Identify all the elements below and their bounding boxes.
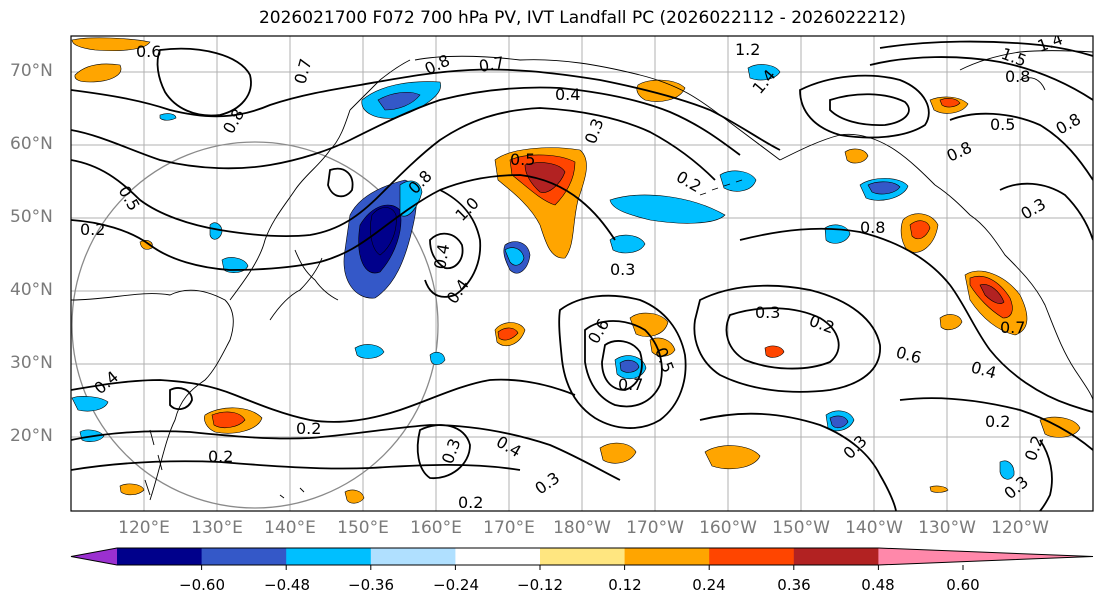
- contour-label: 0.7: [618, 375, 643, 394]
- lon-label: 180°W: [553, 518, 611, 538]
- colorbar-tick-label: 0.36: [777, 576, 811, 594]
- contour-label: 0.3: [755, 303, 780, 322]
- contour-label: 0.2: [80, 220, 105, 239]
- contour-label: 0.7: [1000, 318, 1025, 337]
- lon-label: 130°E: [191, 518, 243, 538]
- contour-label: 0.4: [555, 85, 580, 104]
- colorbar-tick-label: −0.12: [517, 576, 563, 594]
- contour-label: 0.6: [136, 42, 161, 61]
- colorbar-segment: [709, 548, 795, 565]
- colorbar: [70, 547, 1094, 570]
- colorbar-tick-label: 0.12: [608, 576, 642, 594]
- colorbar-segment: [201, 548, 287, 565]
- contour-label: 0.4: [430, 242, 453, 270]
- colorbar-outline: [70, 547, 1094, 566]
- colorbar-tick-label: 0.48: [861, 576, 895, 594]
- lat-label: 40°N: [10, 280, 53, 300]
- contour-label: 0.2: [208, 447, 233, 466]
- map-border: [70, 35, 1094, 512]
- colorbar-segment: [540, 548, 626, 565]
- map-title: 2026021700 F072 700 hPa PV, IVT Landfall…: [258, 8, 906, 28]
- colorbar-segment: [286, 548, 372, 565]
- colorbar-segment: [455, 548, 541, 565]
- lon-label: 140°E: [264, 518, 316, 538]
- colorbar-tick-label: −0.36: [348, 576, 394, 594]
- colorbar-tick-label: −0.60: [179, 576, 225, 594]
- contour-label: 0.7: [477, 53, 505, 76]
- lat-label: 60°N: [10, 134, 53, 154]
- contour-label: 1.2: [735, 40, 760, 59]
- lat-label: 20°N: [10, 426, 53, 446]
- colorbar-extend-low: [71, 548, 117, 565]
- lon-label: 160°E: [410, 518, 462, 538]
- colorbar-tick-label: −0.48: [264, 576, 310, 594]
- lon-label: 140°W: [845, 518, 903, 538]
- lat-label: 30°N: [10, 353, 53, 373]
- colorbar-segment: [624, 548, 710, 565]
- contour-label: 0.2: [985, 412, 1010, 431]
- contour-label: 0.2: [296, 419, 321, 438]
- colorbar-segment: [117, 548, 203, 565]
- contour-label: 0.8: [860, 218, 885, 237]
- lon-label: 130°W: [918, 518, 976, 538]
- lat-label: 70°N: [10, 61, 53, 81]
- coastlines: [71, 50, 1093, 501]
- contour-label: 0.3: [610, 260, 635, 279]
- lon-label: 120°W: [991, 518, 1049, 538]
- lon-label: 160°W: [699, 518, 757, 538]
- pv-contours: [71, 40, 1093, 511]
- colorbar-segment: [793, 548, 879, 565]
- colorbar-segment: [370, 548, 456, 565]
- lon-label: 150°W: [772, 518, 830, 538]
- colorbar-extend-high: [878, 548, 1093, 565]
- lat-label: 50°N: [10, 207, 53, 227]
- contour-label: 0.5: [510, 150, 535, 169]
- lon-label: 170°W: [626, 518, 684, 538]
- colorbar-tick-label: 0.60: [946, 576, 980, 594]
- range-circle: [71, 141, 439, 509]
- colorbar-tick-label: 0.24: [692, 576, 726, 594]
- lon-label: 150°E: [337, 518, 389, 538]
- lon-label: 120°E: [118, 518, 170, 538]
- contour-label: 0.5: [990, 115, 1015, 134]
- colorbar-tick-label: −0.24: [433, 576, 479, 594]
- contour-label: 0.8: [1005, 67, 1030, 86]
- lon-label: 170°E: [483, 518, 535, 538]
- contour-label: 0.2: [458, 493, 483, 512]
